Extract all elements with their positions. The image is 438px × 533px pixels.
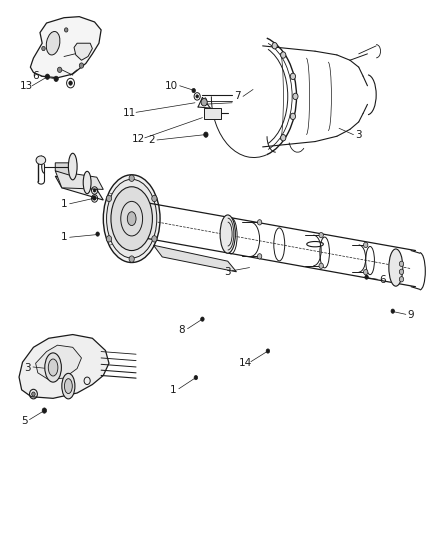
- Ellipse shape: [36, 156, 46, 165]
- Text: 3: 3: [355, 130, 362, 140]
- Ellipse shape: [62, 373, 75, 399]
- Circle shape: [365, 275, 368, 279]
- Circle shape: [201, 99, 207, 106]
- Circle shape: [152, 195, 157, 201]
- Text: 8: 8: [179, 325, 185, 335]
- Circle shape: [129, 175, 134, 181]
- Circle shape: [290, 113, 296, 119]
- Circle shape: [399, 269, 404, 274]
- Ellipse shape: [106, 179, 157, 258]
- Ellipse shape: [64, 378, 72, 393]
- Circle shape: [290, 73, 296, 79]
- Circle shape: [45, 74, 49, 79]
- Ellipse shape: [111, 187, 152, 251]
- Polygon shape: [204, 108, 221, 119]
- Circle shape: [42, 408, 46, 413]
- Text: 1: 1: [170, 385, 177, 395]
- Text: 7: 7: [234, 91, 240, 101]
- Polygon shape: [55, 176, 103, 200]
- Text: 13: 13: [20, 81, 34, 91]
- Text: 14: 14: [239, 358, 252, 368]
- Circle shape: [272, 43, 277, 49]
- Circle shape: [69, 81, 72, 85]
- Circle shape: [64, 28, 68, 32]
- Ellipse shape: [83, 171, 91, 193]
- Circle shape: [258, 220, 262, 225]
- Circle shape: [92, 196, 96, 200]
- Circle shape: [399, 277, 404, 282]
- Circle shape: [194, 375, 198, 379]
- Circle shape: [152, 236, 157, 242]
- Text: 6: 6: [379, 275, 386, 285]
- Circle shape: [281, 52, 286, 58]
- Text: 11: 11: [123, 108, 136, 118]
- Circle shape: [42, 46, 45, 51]
- Polygon shape: [30, 17, 101, 78]
- Circle shape: [54, 76, 58, 82]
- Polygon shape: [74, 43, 92, 60]
- Circle shape: [293, 93, 298, 100]
- Circle shape: [32, 392, 35, 396]
- Circle shape: [106, 195, 112, 201]
- Circle shape: [364, 243, 368, 247]
- Ellipse shape: [389, 249, 403, 286]
- Ellipse shape: [220, 215, 235, 253]
- Circle shape: [364, 270, 368, 275]
- Text: 1: 1: [61, 232, 67, 243]
- Ellipse shape: [46, 31, 60, 55]
- Polygon shape: [153, 245, 237, 272]
- Text: 9: 9: [408, 310, 414, 320]
- Circle shape: [319, 232, 323, 238]
- Circle shape: [319, 263, 323, 269]
- Text: 3: 3: [224, 267, 231, 277]
- Ellipse shape: [127, 212, 136, 225]
- Text: 6: 6: [32, 71, 39, 81]
- Circle shape: [196, 95, 198, 98]
- Circle shape: [204, 132, 208, 138]
- Circle shape: [201, 317, 204, 321]
- Circle shape: [399, 261, 404, 266]
- Text: 10: 10: [164, 81, 177, 91]
- Text: 5: 5: [21, 416, 28, 426]
- Text: 1: 1: [61, 199, 67, 209]
- Circle shape: [93, 189, 96, 192]
- Circle shape: [192, 88, 195, 93]
- Text: 3: 3: [25, 362, 31, 373]
- Ellipse shape: [45, 353, 61, 382]
- Ellipse shape: [48, 359, 58, 376]
- Circle shape: [129, 256, 134, 262]
- Polygon shape: [55, 163, 73, 176]
- Polygon shape: [35, 345, 81, 379]
- Ellipse shape: [68, 154, 77, 180]
- Text: 12: 12: [131, 134, 145, 144]
- Polygon shape: [55, 171, 103, 189]
- Circle shape: [106, 236, 112, 242]
- Circle shape: [258, 254, 262, 259]
- Polygon shape: [19, 335, 109, 398]
- Circle shape: [391, 309, 395, 313]
- Text: 2: 2: [148, 135, 155, 145]
- Circle shape: [96, 232, 99, 236]
- Circle shape: [266, 349, 270, 353]
- Circle shape: [281, 134, 286, 141]
- Circle shape: [79, 63, 84, 68]
- Circle shape: [57, 67, 62, 72]
- Circle shape: [93, 197, 96, 200]
- Ellipse shape: [103, 175, 160, 263]
